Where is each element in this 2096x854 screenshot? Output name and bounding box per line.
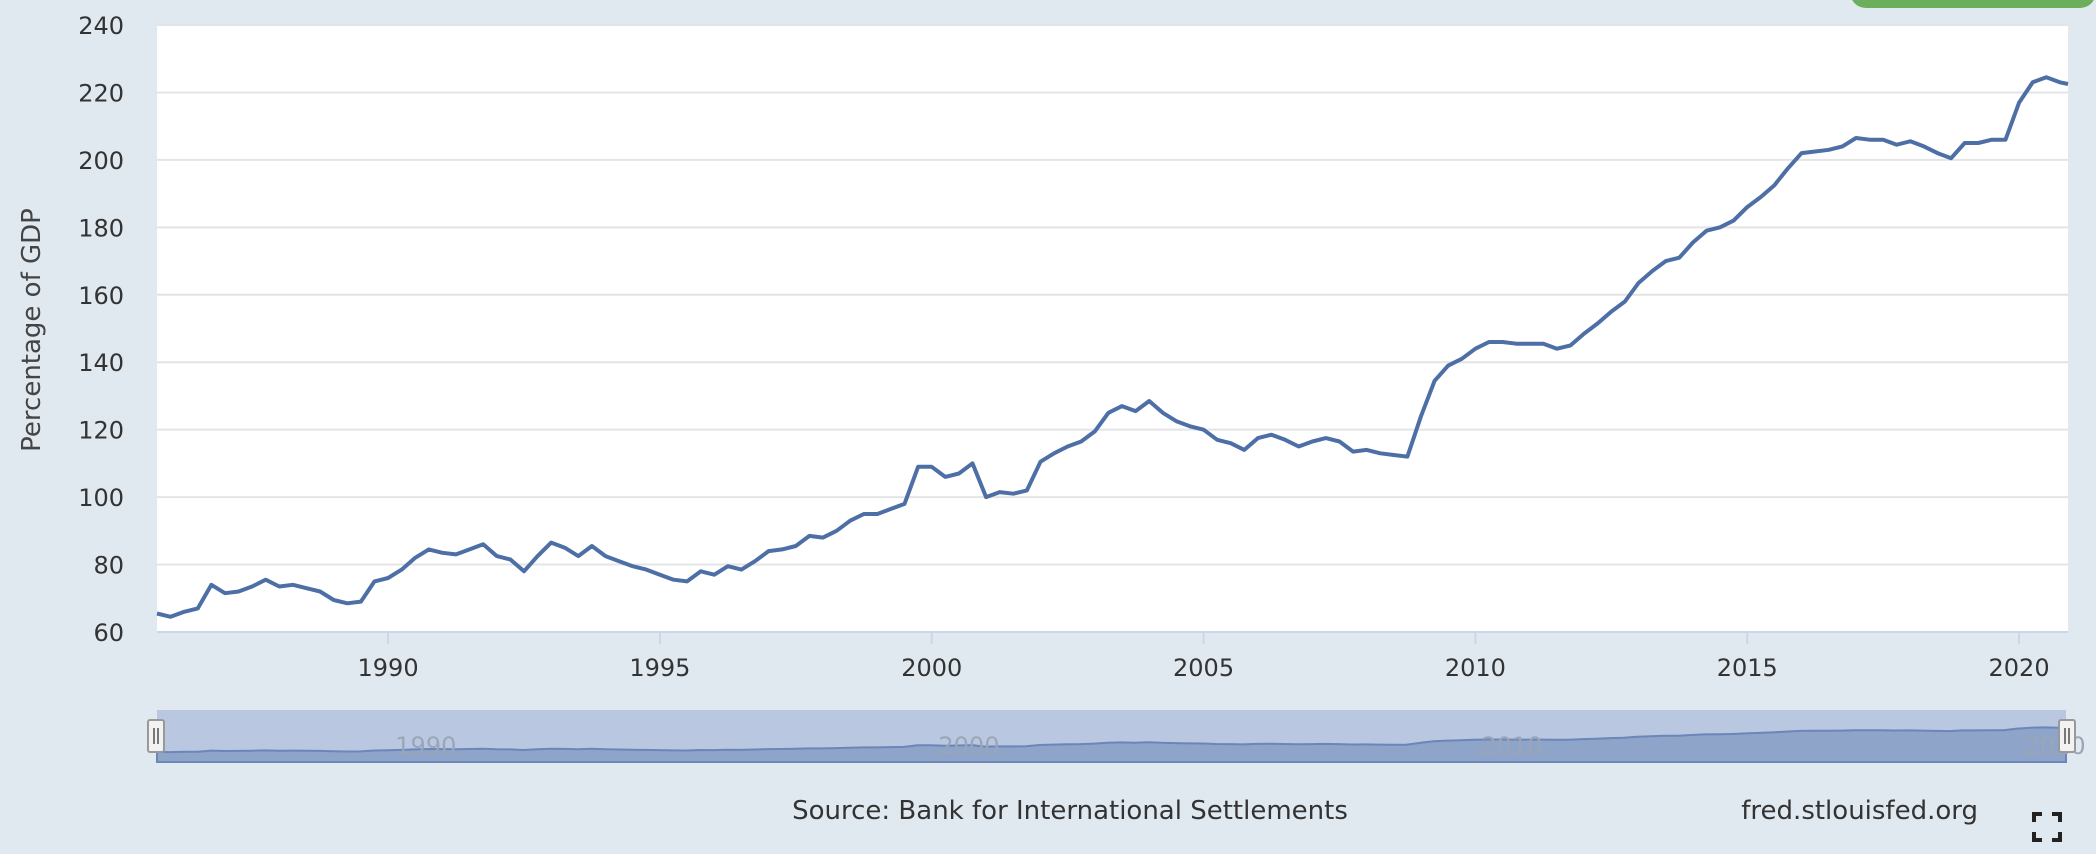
y-tick-label: 200 [78, 147, 124, 175]
y-tick-label: 80 [93, 552, 124, 580]
y-axis-label: Percentage of GDP [17, 208, 47, 452]
navigator-handle-left[interactable] [147, 719, 165, 753]
y-tick-label: 100 [78, 484, 124, 512]
y-tick-label: 240 [78, 12, 124, 40]
x-tick-label: 2000 [901, 654, 962, 682]
y-tick-label: 220 [78, 79, 124, 107]
y-tick-label: 160 [78, 282, 124, 310]
y-tick-label: 60 [93, 619, 124, 647]
handle-box [2058, 719, 2076, 753]
x-tick-label: 1990 [358, 654, 419, 682]
handle-box [147, 719, 165, 753]
navigator-handle-right[interactable] [2058, 719, 2076, 753]
navigator-series [156, 726, 2067, 763]
y-tick-label: 120 [78, 417, 124, 445]
plot-area [157, 25, 2068, 632]
x-tick-label: 2015 [1717, 654, 1778, 682]
navigator-tick-label: 1990 [395, 732, 456, 760]
source-note: Source: Bank for International Settlemen… [792, 796, 1348, 826]
navigator-tick-label: 2000 [938, 732, 999, 760]
x-tick-label: 2010 [1445, 654, 1506, 682]
x-tick-label: 2005 [1173, 654, 1234, 682]
fullscreen-icon[interactable] [2032, 812, 2062, 842]
x-tick-label: 1995 [629, 654, 690, 682]
series-line [156, 75, 2069, 619]
credit-link[interactable]: fred.stlouisfed.org [1741, 796, 1978, 826]
x-tick-label: 2020 [1989, 654, 2050, 682]
navigator-tick-label: 2020 [2025, 732, 2086, 760]
navigator-tick-label: 2010 [1481, 732, 1542, 760]
y-tick-label: 180 [78, 214, 124, 242]
header-ribbon [1850, 0, 2096, 8]
y-tick-label: 140 [78, 349, 124, 377]
